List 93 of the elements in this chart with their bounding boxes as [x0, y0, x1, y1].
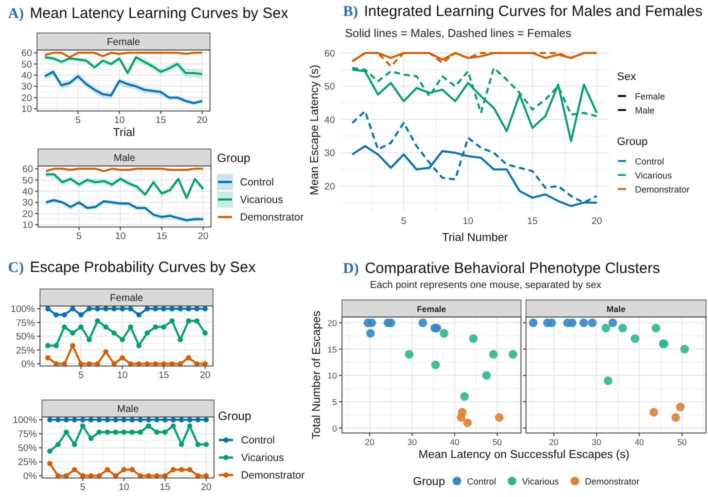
x-tick-label: 15: [156, 231, 168, 242]
text: Male: [606, 304, 626, 314]
x-tick-label: 20: [549, 437, 559, 447]
y-tick-label: 10: [21, 104, 32, 116]
y-axis-title: Total Number of Escapes: [311, 310, 323, 440]
legend-label: Vicarious: [635, 170, 672, 180]
legend-label: Demonstrator: [635, 184, 690, 194]
legend-title: Group: [218, 409, 252, 423]
x-axis-title: Mean Latency on Successful Escapes (s): [418, 449, 630, 461]
x-tick-label: 15: [527, 216, 538, 227]
x-axis-title: Trial Number: [442, 232, 508, 244]
x-axis-title: Trial: [113, 127, 135, 139]
x-tick-label: 30: [592, 437, 602, 447]
x-tick-label: 15: [160, 482, 170, 493]
text: Sex: [617, 71, 636, 83]
text: Male: [635, 106, 655, 116]
y-tick-label: 50: [22, 175, 33, 186]
chart-title: A) Mean Latency Learning Curves by Sex: [8, 5, 289, 22]
x-tick-label: 40: [634, 437, 644, 447]
x-tick-label: 5: [401, 216, 406, 227]
chart-title: D) Comparative Behavioral Phenotype Clusters: [343, 260, 660, 277]
legend-label: Control: [635, 156, 664, 166]
x-tick-label: 40: [450, 437, 460, 447]
y-tick-label: 25%: [16, 345, 36, 356]
y-tick-label: 40: [21, 70, 32, 82]
y-tick-label: 50: [21, 59, 32, 70]
text: Female: [416, 304, 446, 314]
x-tick-label: 10: [115, 231, 126, 242]
y-tick-label: 25%: [18, 457, 38, 468]
x-tick-label: 15: [158, 370, 170, 381]
y-tick-label: 0%: [21, 359, 36, 370]
x-tick-label: 5: [76, 231, 82, 242]
legend-label: Vicarious: [522, 476, 560, 486]
y-tick-label: 60: [21, 48, 32, 60]
y-tick-label: 30: [324, 148, 335, 160]
chart-subtitle: Solid lines = Males, Dashed lines = Females: [345, 28, 572, 40]
text: Male: [114, 153, 136, 164]
legend-title: Group: [413, 476, 445, 488]
legend-label: Demonstrator: [240, 212, 304, 224]
legend-label: Control: [240, 176, 274, 188]
y-tick-label: 5: [332, 397, 338, 407]
x-tick-label: 10: [114, 115, 125, 126]
y-tick-label: 20: [22, 208, 33, 220]
x-tick-label: 10: [118, 482, 130, 493]
text: Male: [117, 404, 140, 415]
y-tick-label: 50%: [16, 332, 36, 343]
y-tick-label: 15: [328, 344, 338, 354]
y-tick-label: 50%: [18, 443, 38, 454]
x-tick-label: 10: [462, 216, 474, 227]
legend-label: Vicarious: [240, 194, 283, 206]
x-tick-label: 50: [677, 437, 688, 447]
y-tick-label: 75%: [18, 429, 38, 440]
y-tick-label: 0: [332, 423, 338, 434]
y-axis-title: Mean Escape Latency (s): [309, 64, 321, 196]
y-tick-label: 50: [324, 82, 335, 93]
y-tick-label: 75%: [16, 318, 36, 329]
legend-title: Group: [617, 136, 648, 148]
x-tick-label: 20: [200, 482, 212, 493]
legend-label: Demonstrator: [241, 470, 306, 482]
x-tick-label: 20: [591, 216, 602, 227]
x-tick-label: 20: [198, 231, 208, 242]
x-tick-label: 5: [78, 370, 84, 381]
y-tick-label: 30: [21, 82, 32, 93]
y-tick-label: 0%: [23, 471, 38, 482]
y-tick-label: 100%: [12, 415, 38, 426]
legend-label: Demonstrator: [584, 476, 640, 486]
x-tick-label: 20: [200, 370, 210, 381]
legend-label: Vicarious: [241, 452, 284, 464]
legend-label: Control: [241, 434, 275, 446]
y-tick-label: 30: [22, 198, 33, 209]
x-tick-label: 50: [492, 437, 502, 447]
y-tick-label: 20: [324, 181, 335, 192]
y-tick-label: 100%: [10, 304, 36, 316]
y-tick-label: 20: [328, 318, 338, 328]
x-tick-label: 5: [75, 115, 81, 126]
y-tick-label: 60: [324, 48, 335, 60]
y-tick-label: 60: [22, 164, 33, 176]
y-tick-label: 40: [22, 186, 33, 198]
chart-title: C) Escape Probability Curves by Sex: [8, 259, 256, 276]
x-tick-label: 10: [117, 370, 128, 381]
x-tick-label: 5: [80, 482, 86, 493]
text: Female: [635, 92, 666, 102]
x-tick-label: 20: [196, 115, 208, 126]
text: Female: [110, 293, 144, 304]
x-tick-label: 15: [155, 115, 166, 126]
chart-subtitle: Each point represents one mouse, separated by sex: [370, 280, 602, 291]
legend-title: Group: [217, 151, 251, 165]
chart-title: B) Integrated Learning Curves for Males and Females: [343, 3, 703, 20]
x-tick-label: 30: [407, 437, 418, 447]
legend-label: Control: [466, 476, 496, 486]
text: Female: [106, 37, 141, 48]
y-tick-label: 20: [21, 92, 32, 104]
x-tick-label: 20: [364, 437, 375, 447]
